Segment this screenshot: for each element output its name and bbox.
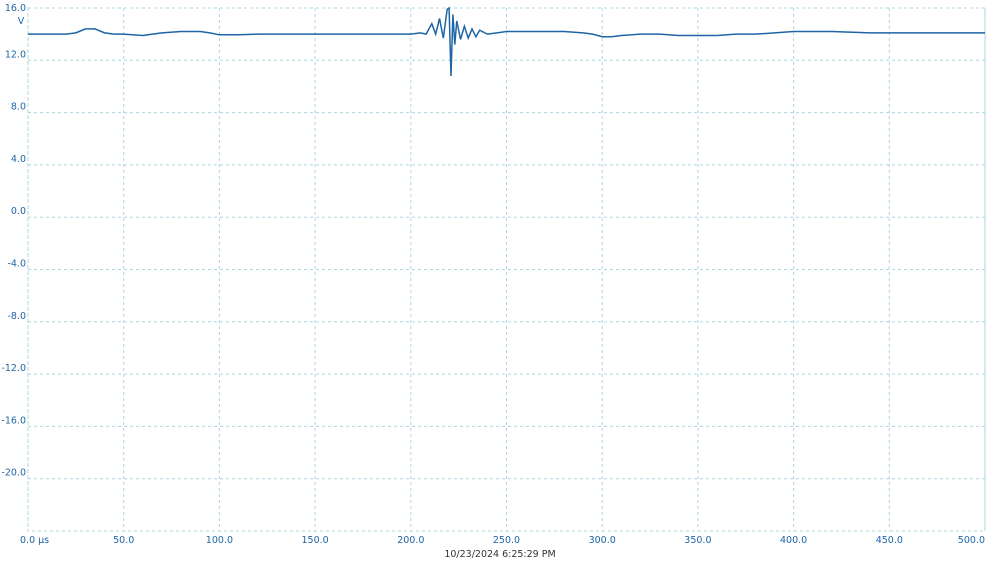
x-tick-label: 300.0	[589, 535, 616, 546]
y-tick-label: -4.0	[7, 259, 26, 270]
x-tick-label: 250.0	[493, 535, 520, 546]
y-tick-label: -16.0	[1, 415, 26, 426]
y-tick-label: 12.0	[5, 49, 26, 60]
y-tick-label: 8.0	[11, 102, 26, 113]
x-tick-label: 100.0	[206, 535, 233, 546]
y-tick-label: -8.0	[7, 311, 26, 322]
y-tick-label: 4.0	[11, 154, 26, 165]
y-tick-label: -12.0	[1, 363, 26, 374]
x-tick-label: 150.0	[301, 535, 328, 546]
trace	[28, 6, 985, 77]
timestamp: 10/23/2024 6:25:29 PM	[444, 549, 555, 560]
y-tick-label: 0.0	[11, 206, 26, 217]
y-unit: V	[18, 16, 25, 27]
x-tick-label: 500.0	[958, 535, 985, 546]
y-tick-label: -20.0	[1, 468, 26, 479]
x-tick-label: 0.0 µs	[20, 535, 49, 546]
x-tick-label: 450.0	[876, 535, 903, 546]
x-tick-label: 400.0	[780, 535, 807, 546]
y-tick-label: 16.0	[5, 3, 26, 14]
x-tick-label: 50.0	[113, 535, 134, 546]
x-tick-label: 200.0	[397, 535, 424, 546]
x-tick-label: 350.0	[684, 535, 711, 546]
